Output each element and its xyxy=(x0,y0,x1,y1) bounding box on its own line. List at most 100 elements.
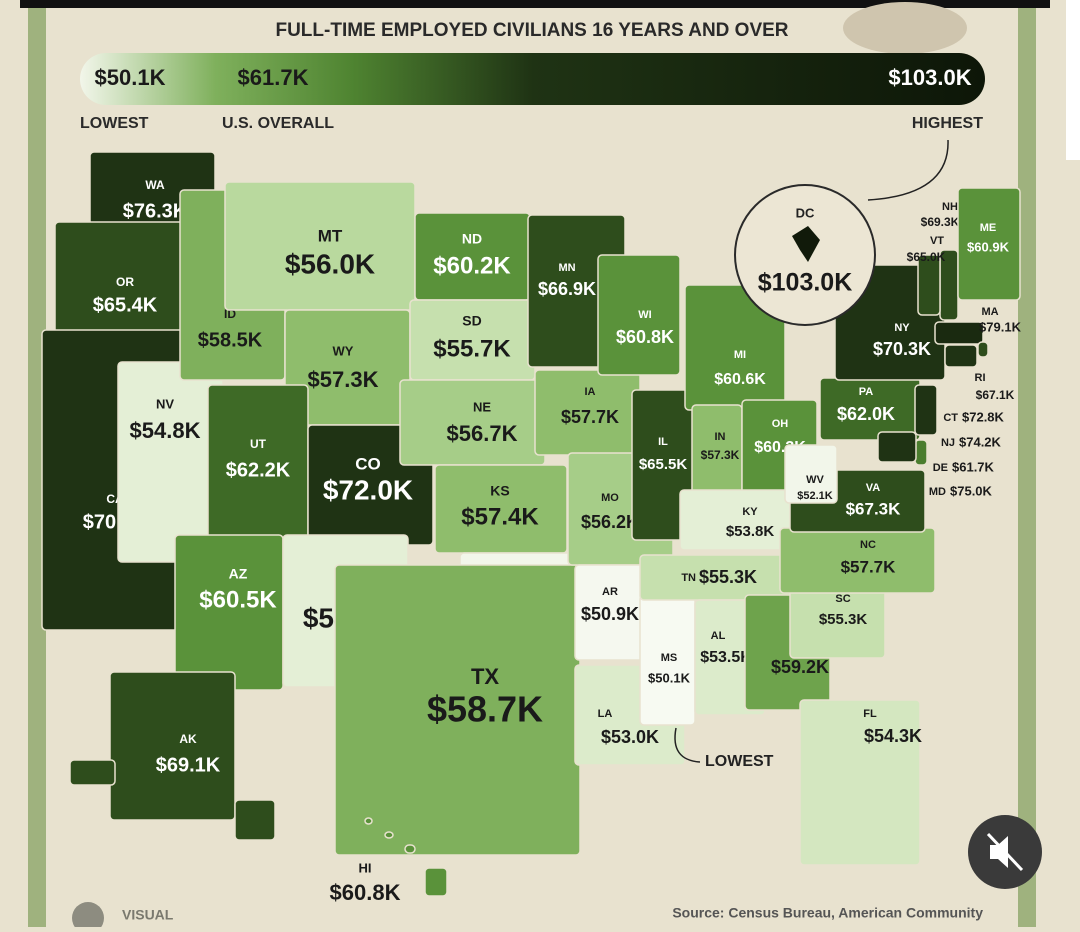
state-abbr: NC xyxy=(860,539,876,551)
state-value: $56.2K xyxy=(581,512,639,532)
state-shape xyxy=(784,444,838,504)
state-shape xyxy=(424,867,448,897)
state-abbr: LA xyxy=(598,708,613,720)
state-value: $52.1K xyxy=(797,490,833,502)
state-value: $53.0K xyxy=(601,727,659,747)
state-abbr: OH xyxy=(772,418,789,430)
state-abbr: IN xyxy=(715,431,726,443)
state-abbr: PA xyxy=(859,386,874,398)
state-value: $55.3K xyxy=(699,567,757,587)
dc-abbr: DC xyxy=(796,205,815,220)
state-abbr: AZ xyxy=(229,566,248,582)
state-abbr: AL xyxy=(711,630,726,642)
legend-high-label: HIGHEST xyxy=(912,115,983,132)
state-abbr: MA xyxy=(981,306,998,318)
state-shape xyxy=(977,341,989,358)
state-value: $60.9K xyxy=(967,239,1010,254)
state-value: $56.7K xyxy=(447,421,518,446)
logo-icon xyxy=(72,902,104,932)
state-abbr: NY xyxy=(894,322,910,334)
state-abbr: SD xyxy=(462,313,481,329)
title: FULL-TIME EMPLOYED CIVILIANS 16 YEARS AN… xyxy=(275,20,788,41)
state-value: $53.8K xyxy=(726,523,775,540)
border-left xyxy=(28,0,46,927)
dc-value: $103.0K xyxy=(758,269,853,297)
state-value: $60.8K xyxy=(330,880,401,905)
state-value: $54.3K xyxy=(864,726,922,746)
decoration xyxy=(843,2,967,54)
state-abbr: IA xyxy=(585,386,596,398)
state-value: $50.1K xyxy=(648,670,691,685)
state-abbr: MN xyxy=(558,262,575,274)
dc-shape xyxy=(792,226,820,262)
state-value: $60.8K xyxy=(616,327,674,347)
state-value: $79.1K xyxy=(979,319,1022,334)
top-bar xyxy=(20,0,1050,8)
state-abbr: RI xyxy=(975,372,986,384)
lowest-annotation: LOWEST xyxy=(705,753,774,770)
state-value: $53.5K xyxy=(700,649,752,666)
state-abbr: FL xyxy=(863,708,877,720)
state-abbr: KS xyxy=(490,483,509,499)
legend-overall-value: $61.7K xyxy=(238,65,309,90)
state-abbr: VT xyxy=(930,235,944,247)
state-shape xyxy=(957,187,1021,301)
state-shape xyxy=(384,831,394,839)
state-value: $62.2K xyxy=(226,459,291,481)
state-value: $55.3K xyxy=(819,611,868,628)
state-value: $66.9K xyxy=(538,279,596,299)
state-abbr: WY xyxy=(333,343,354,358)
state-value: $75.0K xyxy=(950,483,993,498)
state-abbr: NE xyxy=(473,399,491,414)
state-value: $72.0K xyxy=(323,474,413,505)
state-value: $67.1K xyxy=(976,388,1015,402)
state-value: $76.3K xyxy=(123,200,188,222)
state-value: $60.2K xyxy=(433,252,511,279)
state-value: $57.7K xyxy=(841,557,897,576)
state-value: $60.6K xyxy=(714,371,766,388)
state-value: $50.9K xyxy=(581,604,639,624)
state-abbr: NV xyxy=(156,396,174,411)
state-value: $57.3K xyxy=(308,367,379,392)
state-abbr: TN xyxy=(681,572,696,584)
state-abbr: CT xyxy=(943,412,958,424)
state-abbr: MO xyxy=(601,492,619,504)
state-shape xyxy=(364,817,373,825)
state-abbr: NH xyxy=(942,201,958,213)
legend-low-label: LOWEST xyxy=(80,115,149,132)
state-value: $59.2K xyxy=(771,657,829,677)
state-abbr: IL xyxy=(658,436,668,448)
state-abbr: HI xyxy=(359,860,372,875)
state-shape xyxy=(799,699,921,866)
state-value: $65.4K xyxy=(93,294,158,316)
state-shape xyxy=(944,344,978,368)
state-value: $62.0K xyxy=(837,404,895,424)
state-abbr: SC xyxy=(835,593,850,605)
state-value: $74.2K xyxy=(959,434,1002,449)
legend-bar xyxy=(80,53,985,105)
state-abbr: ME xyxy=(980,222,997,234)
state-value: $58.7K xyxy=(427,689,543,730)
state-value: $65.5K xyxy=(639,456,688,473)
state-abbr: MD xyxy=(929,486,946,498)
state-value: $57.3K xyxy=(701,448,740,462)
state-value: $57.4K xyxy=(461,503,539,530)
mute-slash[interactable] xyxy=(986,832,1024,872)
mute-button[interactable] xyxy=(968,815,1042,889)
state-abbr: ND xyxy=(462,231,482,247)
state-shape xyxy=(914,439,928,466)
state-value: $57.7K xyxy=(561,407,619,427)
state-abbr: MI xyxy=(734,349,746,361)
state-abbr: OR xyxy=(116,275,134,289)
state-abbr: AK xyxy=(179,732,197,746)
state-abbr: WV xyxy=(806,474,824,486)
state-abbr: KY xyxy=(742,506,758,518)
legend-low-value: $50.1K xyxy=(95,65,166,90)
lowest-arrow xyxy=(674,727,701,763)
mute-icon[interactable] xyxy=(990,836,1008,868)
logo-text: VISUAL xyxy=(122,907,174,923)
state-abbr: AR xyxy=(602,586,618,598)
state-value: $70.3K xyxy=(873,339,931,359)
